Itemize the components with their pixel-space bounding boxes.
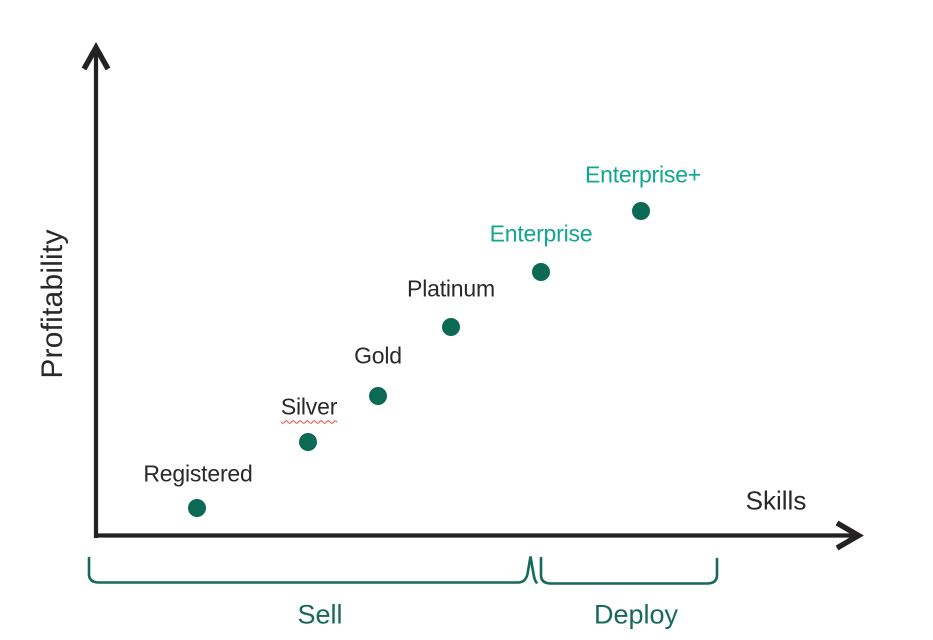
point-label-registered: Registered: [143, 460, 253, 487]
data-point-registered: [188, 499, 206, 517]
point-label-silver: Silver: [280, 393, 338, 420]
x-axis-label: Skills: [745, 485, 807, 516]
deploy-bracket: [539, 556, 719, 585]
bracket-label-deploy: Deploy: [593, 599, 679, 630]
data-point-enterprise: [532, 263, 550, 281]
data-point-gold: [369, 387, 387, 405]
data-point-platinum: [442, 318, 460, 336]
y-axis-arrowhead-icon: [81, 41, 111, 71]
sell-bracket: [87, 556, 538, 584]
data-point-enterprise: [632, 202, 650, 220]
point-label-platinum: Platinum: [407, 275, 495, 302]
data-point-silver: [299, 433, 317, 451]
y-axis-label: Profitability: [36, 229, 69, 379]
point-label-enterprise: Enterprise: [489, 220, 593, 247]
point-label-enterprise: Enterprise+: [584, 161, 702, 188]
x-axis-arrowhead-icon: [835, 520, 864, 551]
bracket-label-sell: Sell: [297, 599, 343, 630]
point-label-gold: Gold: [354, 342, 402, 369]
